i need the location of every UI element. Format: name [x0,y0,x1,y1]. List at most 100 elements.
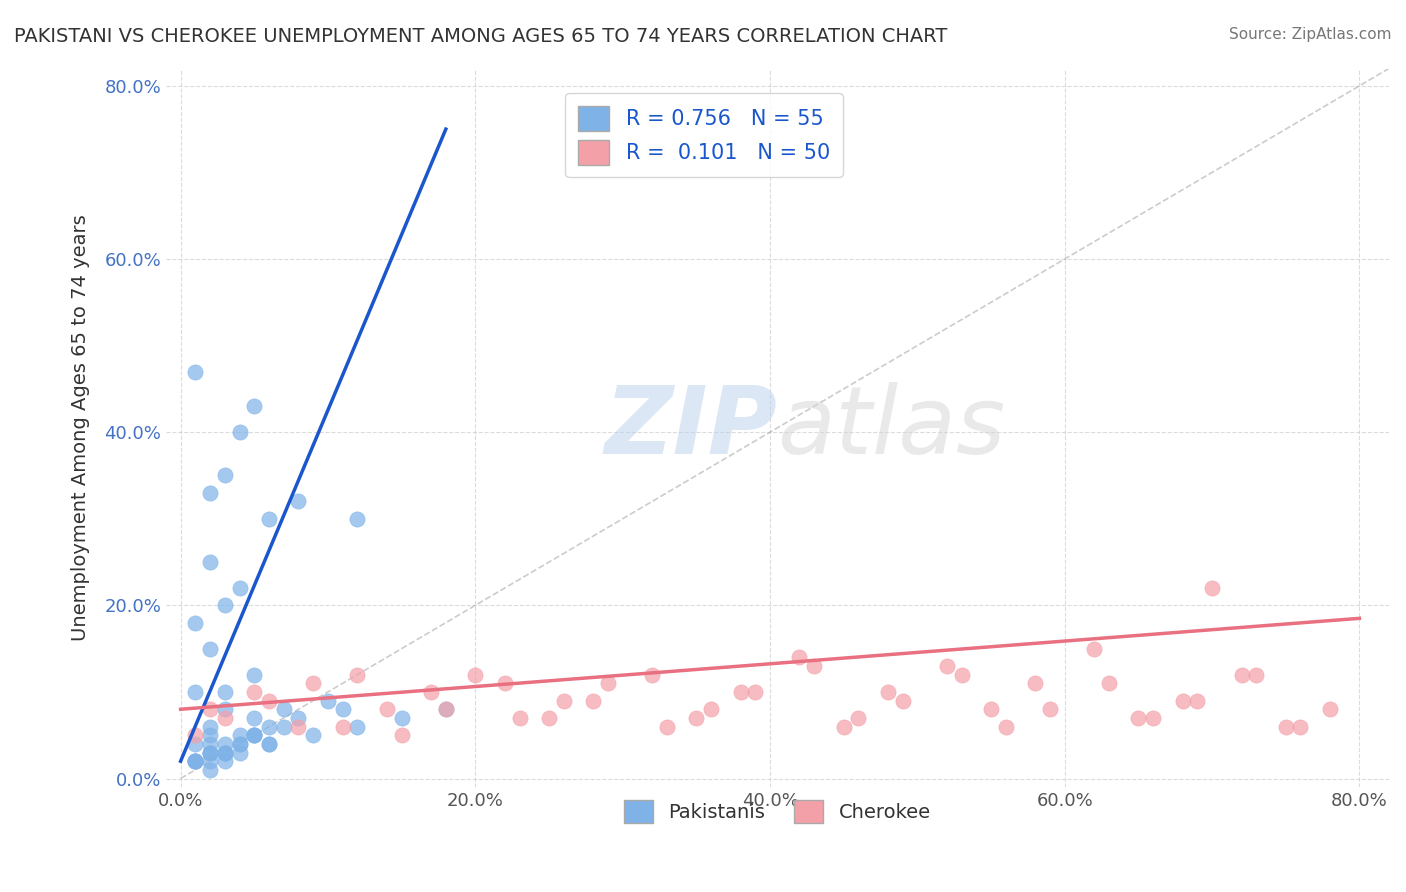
Point [287,494,309,508]
Point [1289,720,1312,734]
Point [302,676,325,690]
Point [346,720,368,734]
Point [243,728,266,742]
Point [789,650,811,665]
Legend: Pakistanis, Cherokee: Pakistanis, Cherokee [612,788,943,835]
Point [273,720,295,734]
Point [316,693,339,707]
Point [198,754,221,768]
Point [596,676,619,690]
Point [980,702,1002,716]
Point [228,737,250,751]
Point [198,702,221,716]
Point [214,754,236,768]
Point [214,702,236,716]
Point [214,737,236,751]
Point [1083,641,1105,656]
Point [257,737,280,751]
Point [214,746,236,760]
Point [184,754,207,768]
Point [287,711,309,725]
Point [420,685,443,699]
Text: ZIP: ZIP [605,382,778,474]
Point [1098,676,1121,690]
Point [243,728,266,742]
Point [184,615,207,630]
Point [641,667,664,681]
Point [494,676,516,690]
Point [1187,693,1209,707]
Point [214,711,236,725]
Point [994,720,1017,734]
Point [891,693,914,707]
Point [553,693,575,707]
Point [332,720,354,734]
Point [832,720,855,734]
Point [332,702,354,716]
Point [228,728,250,742]
Point [214,685,236,699]
Point [434,702,457,716]
Point [257,720,280,734]
Point [1024,676,1046,690]
Point [257,512,280,526]
Point [1171,693,1194,707]
Point [184,754,207,768]
Point [214,468,236,483]
Point [1128,711,1150,725]
Point [582,693,605,707]
Point [508,711,530,725]
Point [257,737,280,751]
Point [346,667,368,681]
Point [228,581,250,595]
Point [214,599,236,613]
Point [434,702,457,716]
Point [198,555,221,569]
Point [1274,720,1296,734]
Point [935,659,957,673]
Point [198,746,221,760]
Point [228,425,250,440]
Point [243,667,266,681]
Point [375,702,398,716]
Point [243,711,266,725]
Point [1319,702,1341,716]
Point [464,667,486,681]
Point [848,711,870,725]
Text: PAKISTANI VS CHEROKEE UNEMPLOYMENT AMONG AGES 65 TO 74 YEARS CORRELATION CHART: PAKISTANI VS CHEROKEE UNEMPLOYMENT AMONG… [14,27,948,45]
Point [950,667,973,681]
Point [1230,667,1253,681]
Point [228,737,250,751]
Point [302,728,325,742]
Point [198,641,221,656]
Point [730,685,752,699]
Point [1201,581,1223,595]
Point [243,685,266,699]
Point [700,702,723,716]
Point [243,728,266,742]
Point [257,693,280,707]
Point [198,763,221,777]
Point [1246,667,1268,681]
Point [1039,702,1062,716]
Point [243,399,266,413]
Point [287,720,309,734]
Point [184,365,207,379]
Point [184,737,207,751]
Point [273,702,295,716]
Point [184,754,207,768]
Point [391,728,413,742]
Point [198,737,221,751]
Point [803,659,825,673]
Point [198,720,221,734]
Point [655,720,678,734]
Point [214,746,236,760]
Point [198,728,221,742]
Text: atlas: atlas [778,383,1005,474]
Y-axis label: Unemployment Among Ages 65 to 74 years: Unemployment Among Ages 65 to 74 years [72,214,90,641]
Point [214,746,236,760]
Point [1142,711,1164,725]
Point [184,685,207,699]
Point [184,728,207,742]
Point [184,754,207,768]
